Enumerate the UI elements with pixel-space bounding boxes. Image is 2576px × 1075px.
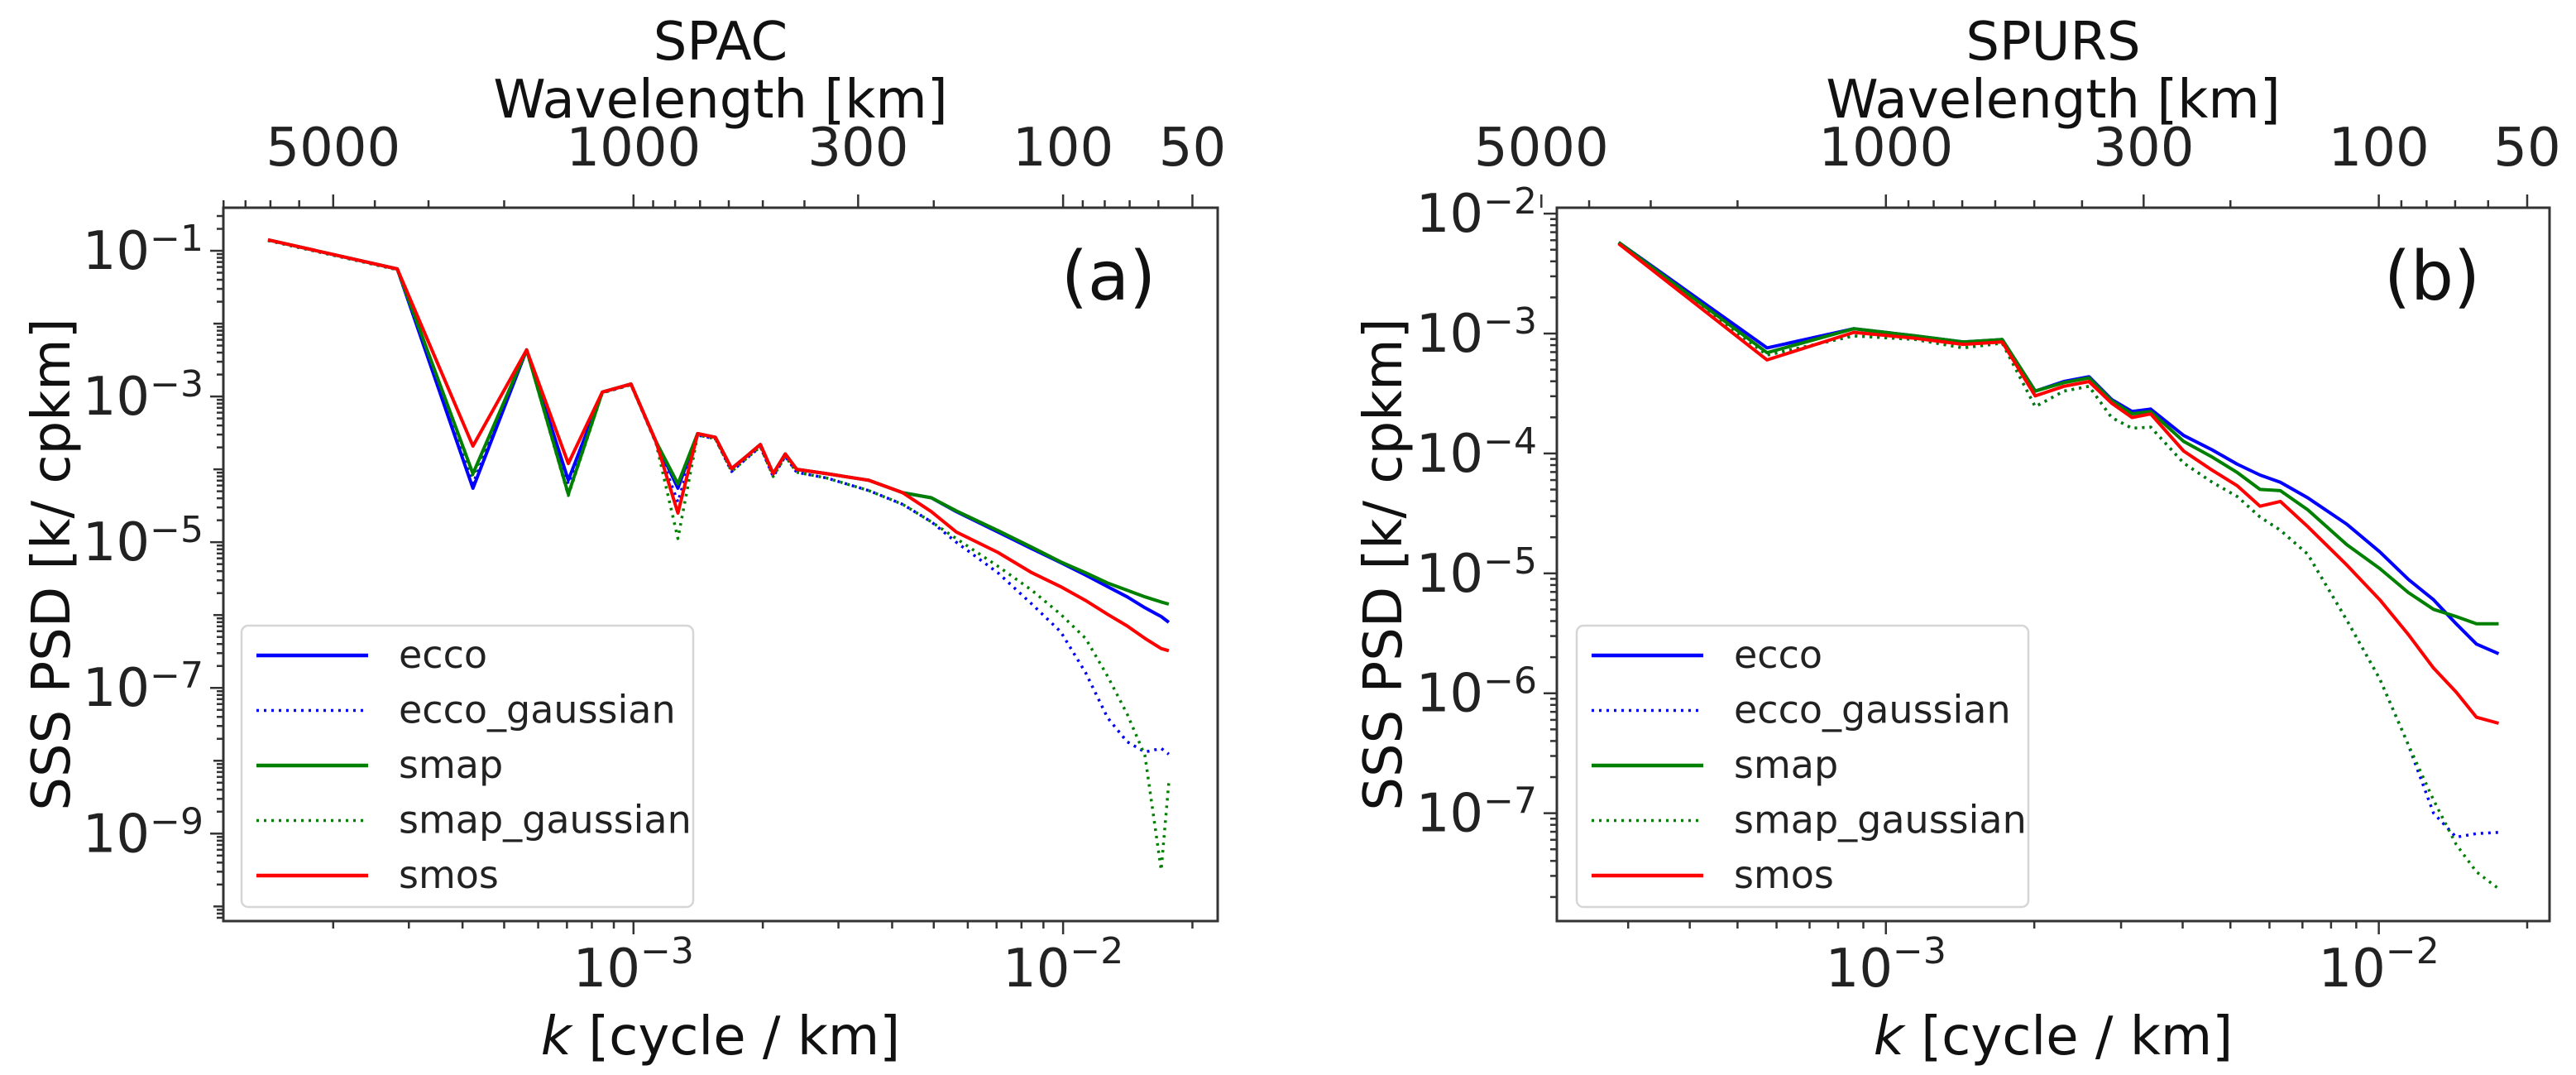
x-axis-label-k: k: [541, 1006, 574, 1068]
axes-frame: [1555, 206, 2551, 923]
series-line-smap: [267, 238, 1170, 606]
y-tick-label: 10−5: [83, 509, 203, 573]
y-tick-base: 10: [1416, 424, 1483, 485]
y-axis-label: SSS PSD [k/ cpkm]: [1353, 318, 1415, 810]
x-tick-exponent: −2: [2386, 930, 2440, 972]
y-tick-base: 10: [83, 367, 150, 428]
x-tick-exponent: −3: [1893, 930, 1946, 972]
top-tick-label: 300: [2093, 118, 2194, 179]
x-tick-base: 10: [1003, 938, 1070, 1000]
y-tick-label: 10−7: [83, 655, 203, 719]
x-axis-label-unit: [cycle / km]: [572, 1006, 900, 1068]
y-tick-exponent: −1: [150, 218, 203, 260]
y-tick-exponent: −5: [150, 509, 203, 551]
series-line-ecco: [1617, 241, 2500, 655]
series-lines: [267, 238, 1171, 872]
y-tick-exponent: −3: [150, 363, 203, 406]
y-tick-base: 10: [1416, 544, 1483, 605]
panel-label: (a): [1061, 238, 1156, 316]
top-tick-label: 1000: [566, 118, 701, 179]
y-tick-exponent: −6: [1483, 660, 1537, 703]
series-lines: [1617, 241, 2500, 890]
top-tick-label: 100: [2329, 118, 2430, 179]
x-axis-label: k [cycle / km]: [541, 1006, 900, 1068]
y-tick-exponent: −4: [1483, 420, 1537, 463]
legend-label-smap: smap: [1734, 742, 1838, 787]
x-tick-label: 10−2: [2318, 930, 2439, 1000]
legend-label-smos: smos: [1734, 852, 1834, 897]
x-tick-base: 10: [2318, 938, 2385, 1000]
top-tick-label: 1000: [1818, 118, 1953, 179]
legend-label-ecco-gaussian: ecco_gaussian: [399, 688, 676, 732]
x-tick-base: 10: [1826, 938, 1893, 1000]
legend-label-smos: smos: [399, 852, 499, 897]
series-line-ecco-gaussian: [267, 238, 1170, 756]
legend-label-ecco-gaussian: ecco_gaussian: [1734, 688, 2011, 732]
x-tick-label: 10−3: [1826, 930, 1946, 1000]
y-tick-exponent: −5: [1483, 540, 1537, 583]
y-tick-base: 10: [83, 512, 150, 573]
series-line-smap: [1617, 241, 2499, 626]
y-tick-label: 10−4: [1416, 420, 1537, 485]
y-tick-exponent: −9: [150, 800, 203, 842]
y-tick-label: 10−1: [83, 218, 203, 282]
y-tick-base: 10: [83, 804, 150, 865]
legend-label-ecco: ecco: [399, 632, 487, 677]
top-tick-label: 300: [807, 118, 908, 179]
y-tick-base: 10: [83, 658, 150, 719]
x-axis-label-k: k: [1874, 1006, 1907, 1068]
y-tick-base: 10: [1416, 304, 1483, 365]
panel-title: SPAC: [654, 12, 788, 73]
y-tick-label: 10−7: [1416, 780, 1537, 845]
top-tick-label: 50: [2493, 118, 2560, 179]
x-axis-label: k [cycle / km]: [1874, 1006, 2233, 1068]
x-tick-label: 10−3: [573, 930, 694, 1000]
top-tick-label: 5000: [266, 118, 400, 179]
legend-label-ecco: ecco: [1734, 632, 1822, 677]
x-tick-label: 10−2: [1003, 930, 1123, 1000]
legend-label-smap-gaussian: smap_gaussian: [1734, 798, 2027, 842]
legend-label-smap: smap: [399, 742, 503, 787]
top-axis-label: Wavelength [km]: [493, 70, 947, 131]
y-tick-label: 10−3: [1416, 300, 1537, 365]
y-tick-label: 10−6: [1416, 660, 1537, 725]
top-tick-label: 50: [1159, 118, 1226, 179]
y-tick-base: 10: [1416, 664, 1483, 725]
legend-label-smap-gaussian: smap_gaussian: [399, 798, 692, 842]
legend-box: [1575, 624, 2030, 909]
y-tick-exponent: −3: [1483, 300, 1537, 343]
x-axis-label-unit: [cycle / km]: [1904, 1006, 2233, 1068]
y-tick-label: 10−3: [83, 363, 203, 428]
y-tick-base: 10: [83, 221, 150, 282]
series-line-ecco: [267, 238, 1171, 624]
y-axis-label: SSS PSD [k/ cpkm]: [22, 318, 83, 810]
y-tick-base: 10: [1416, 184, 1483, 245]
y-tick-exponent: −2: [1483, 180, 1537, 223]
series-line-smos: [1617, 242, 2500, 725]
y-tick-label: 10−5: [1416, 540, 1537, 605]
top-axis-label: Wavelength [km]: [1826, 70, 2280, 131]
panel-title: SPURS: [1966, 12, 2140, 73]
y-tick-exponent: −7: [1483, 780, 1537, 823]
x-tick-exponent: −2: [1070, 930, 1123, 972]
panel-label: (b): [2384, 238, 2480, 316]
y-tick-base: 10: [1416, 784, 1483, 845]
legend-box: [240, 624, 695, 909]
top-tick-label: 5000: [1474, 118, 1609, 179]
x-tick-base: 10: [573, 938, 640, 1000]
y-tick-exponent: −7: [150, 655, 203, 697]
y-tick-label: 10−9: [83, 800, 203, 865]
top-tick-label: 100: [1013, 118, 1113, 179]
series-line-smos: [267, 238, 1170, 653]
x-tick-exponent: −3: [640, 930, 694, 972]
y-tick-label: 10−2: [1416, 180, 1537, 245]
